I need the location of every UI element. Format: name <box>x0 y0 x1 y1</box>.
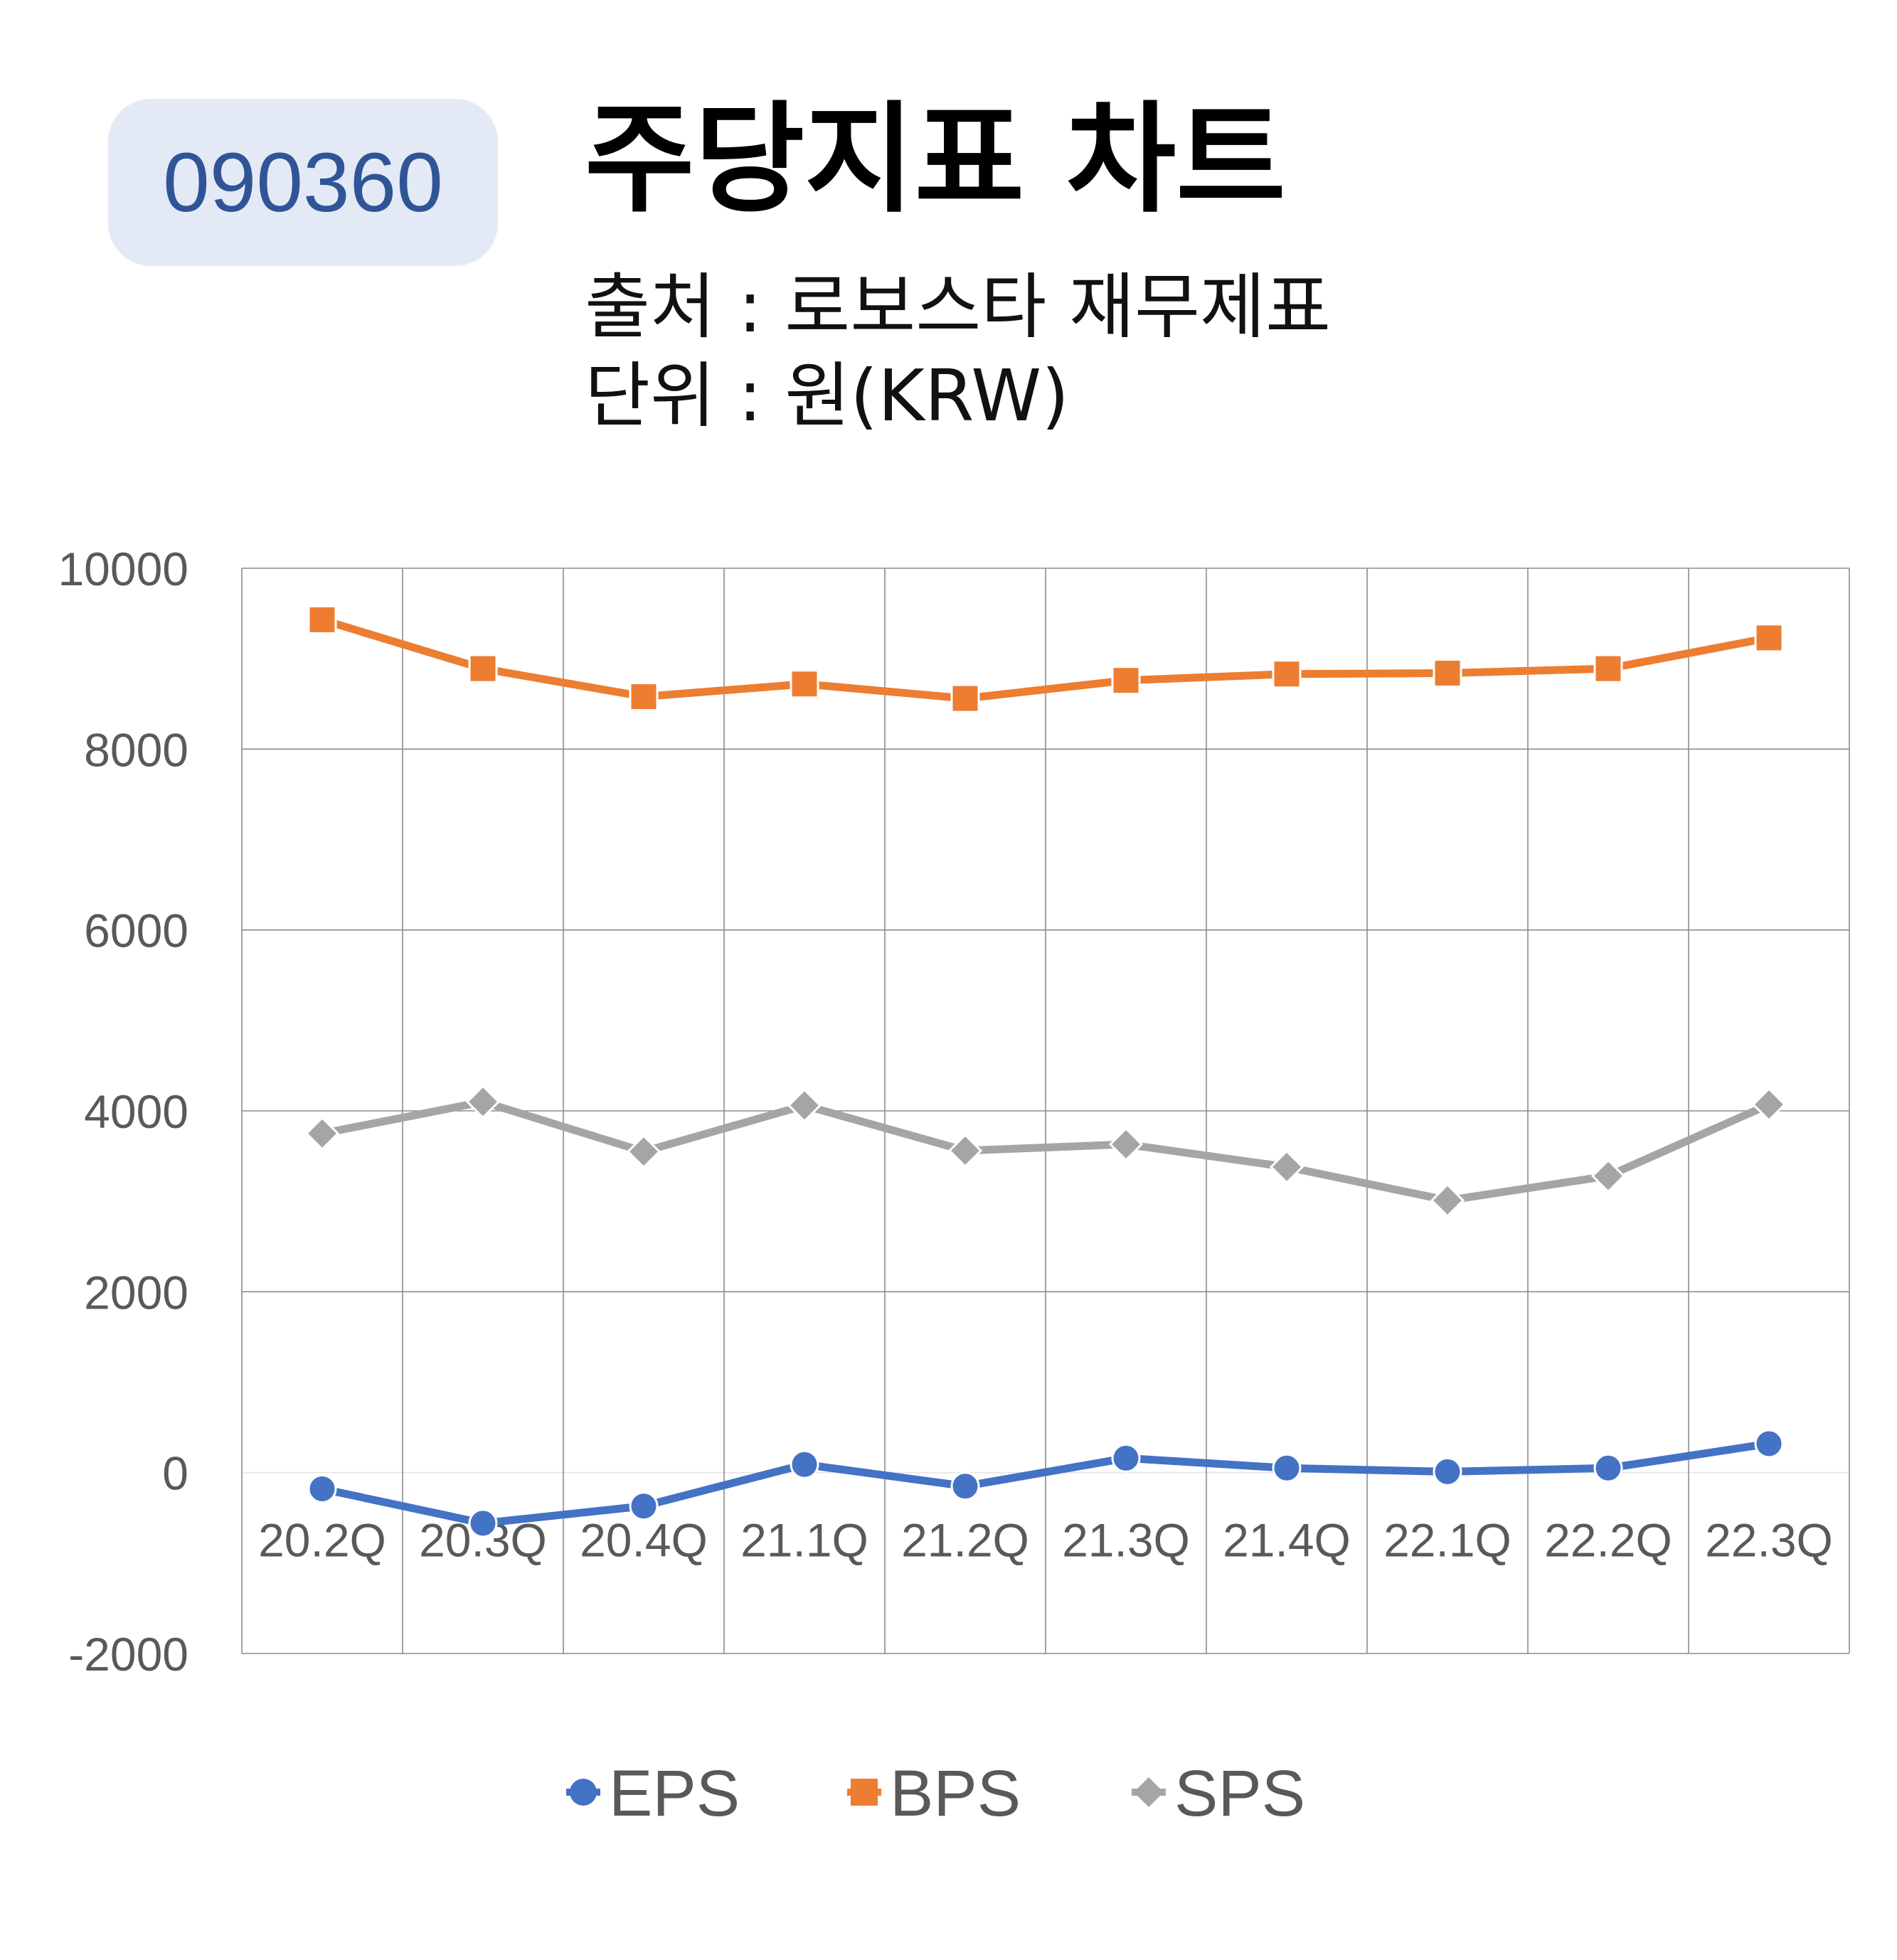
sps-point <box>1590 1159 1626 1193</box>
sps-point <box>304 1116 340 1151</box>
eps-point <box>1111 1443 1141 1473</box>
legend-item-eps: EPS <box>566 1757 740 1830</box>
legend-label-sps: SPS <box>1174 1757 1305 1830</box>
legend-marker-bps <box>851 1779 878 1806</box>
x-tick-label: 22.1Q <box>1383 1514 1511 1567</box>
bps-point <box>468 654 498 683</box>
eps-point <box>629 1491 659 1521</box>
chart-title: 주당지표 차트 <box>585 90 1286 229</box>
eps-point <box>950 1471 980 1501</box>
eps-point <box>307 1474 337 1504</box>
x-tick-label: 21.4Q <box>1223 1514 1351 1567</box>
legend-item-bps: BPS <box>847 1757 1021 1830</box>
ticker-code: 090360 <box>163 135 443 230</box>
y-tick-label: 0 <box>162 1447 188 1500</box>
y-tick-label: 8000 <box>84 723 188 776</box>
y-tick-label: -2000 <box>68 1628 188 1681</box>
legend-marker-eps <box>570 1779 597 1806</box>
eps-point <box>1593 1453 1623 1483</box>
y-tick-label: 2000 <box>84 1266 188 1319</box>
eps-point <box>790 1449 819 1479</box>
bps-point <box>1433 659 1462 688</box>
ticker-badge: 090360 <box>108 99 498 266</box>
y-tick-label: 10000 <box>58 543 188 595</box>
sps-point <box>626 1134 661 1169</box>
x-tick-label: 21.1Q <box>740 1514 868 1567</box>
sps-point <box>1269 1149 1304 1184</box>
legend-label-eps: EPS <box>609 1757 740 1830</box>
legend-item-sps: SPS <box>1132 1757 1305 1830</box>
bps-point <box>1754 623 1784 653</box>
eps-series-line <box>318 1439 1773 1528</box>
bps-point <box>1111 666 1141 696</box>
sps-point <box>787 1088 822 1123</box>
y-tick-label: 6000 <box>84 905 188 957</box>
sps-point <box>947 1133 983 1168</box>
x-tick-label: 22.3Q <box>1705 1514 1833 1567</box>
eps-point <box>468 1508 498 1538</box>
sps-point <box>1751 1087 1787 1122</box>
bps-point <box>629 682 659 712</box>
unit-line: 단위 : 원(KRW) <box>585 354 1070 437</box>
source-line: 출처 : 로보스타 재무제표 <box>585 265 1332 348</box>
eps-point <box>1433 1456 1462 1486</box>
bps-point <box>950 683 980 713</box>
eps-point <box>1754 1429 1784 1459</box>
legend-label-bps: BPS <box>890 1757 1021 1830</box>
bps-point <box>307 604 337 634</box>
sps-point <box>465 1085 501 1119</box>
x-tick-label: 20.4Q <box>580 1514 708 1567</box>
sps-point <box>1108 1127 1144 1162</box>
x-tick-label: 21.2Q <box>901 1514 1029 1567</box>
legend-marker-sps <box>1134 1777 1164 1807</box>
eps-point <box>1272 1453 1302 1483</box>
sps-series-line <box>318 1097 1773 1205</box>
bps-point <box>790 669 819 699</box>
bps-point <box>1272 659 1302 689</box>
bps-series-line <box>318 615 1773 703</box>
x-tick-label: 22.2Q <box>1544 1514 1672 1567</box>
sps-point <box>1430 1183 1465 1218</box>
bps-point <box>1593 654 1623 683</box>
x-tick-label: 20.2Q <box>258 1514 386 1567</box>
y-tick-label: 4000 <box>84 1085 188 1138</box>
x-tick-label: 21.3Q <box>1062 1514 1190 1567</box>
